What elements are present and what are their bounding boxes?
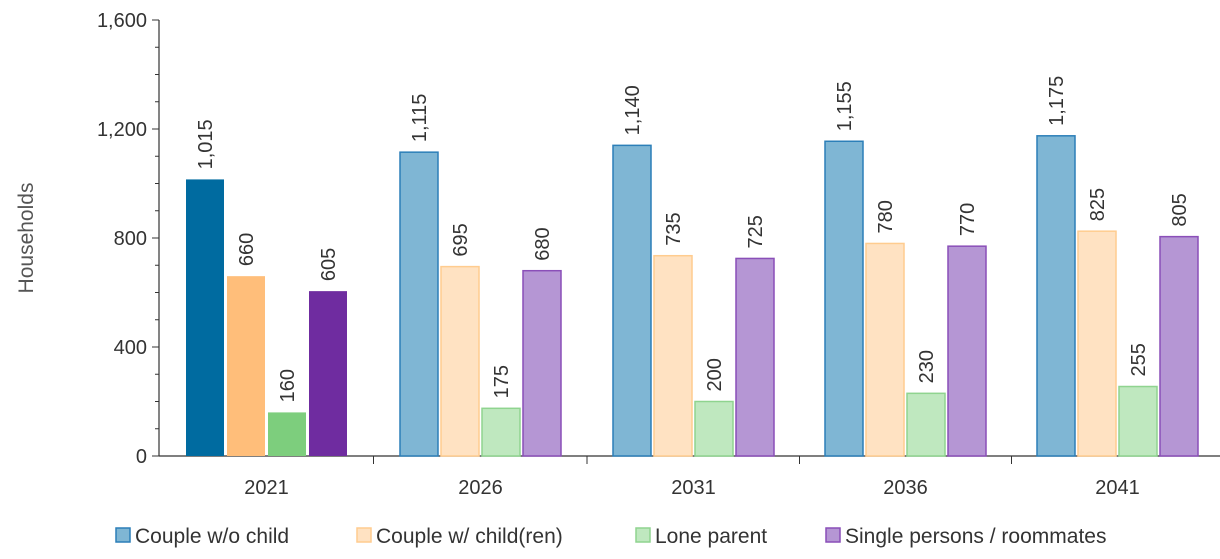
bar	[906, 392, 946, 457]
bar	[186, 179, 224, 456]
bar	[865, 242, 905, 457]
bar	[612, 144, 652, 457]
data-label: 160	[277, 369, 299, 402]
data-labels: 1,015 1,115 1,140 1,155 1,175 660 695 735 780 825…	[195, 76, 1191, 403]
y-tick-label: 400	[114, 337, 147, 359]
y-axis: 0 400 800 1,200 1,600	[97, 10, 160, 468]
bar	[481, 407, 521, 457]
bar	[947, 245, 987, 457]
data-label: 1,175	[1046, 76, 1068, 126]
x-tick-label: 2036	[883, 477, 928, 499]
data-label: 1,015	[195, 119, 217, 169]
data-label: 780	[875, 200, 897, 233]
x-tick-label: 2021	[244, 477, 289, 499]
legend: Couple w/o child Couple w/ child(ren) Lone…	[115, 525, 1106, 548]
data-label: 680	[532, 227, 554, 260]
bar	[824, 140, 864, 457]
data-label: 805	[1169, 193, 1191, 226]
bar	[522, 269, 562, 457]
y-tick-label: 1,600	[97, 10, 147, 32]
bar	[735, 257, 775, 457]
bar	[1036, 135, 1076, 457]
bar	[268, 412, 306, 456]
bar	[653, 254, 693, 457]
bar	[399, 151, 439, 457]
data-label: 660	[236, 233, 258, 266]
legend-swatch	[825, 527, 841, 543]
data-label: 605	[318, 248, 340, 281]
y-axis-title: Households	[15, 183, 38, 294]
bar	[440, 265, 480, 457]
x-tick-label: 2041	[1095, 477, 1140, 499]
data-label: 1,155	[834, 81, 856, 131]
x-axis: 2021 2026 2031 2036 2041	[159, 455, 1220, 499]
y-tick-label: 0	[136, 446, 147, 468]
data-label: 695	[450, 223, 472, 256]
legend-label: Couple w/o child	[135, 525, 289, 548]
bar	[1077, 230, 1117, 457]
bar	[309, 291, 347, 456]
bar	[1159, 235, 1199, 457]
data-label: 725	[745, 215, 767, 248]
x-tick-label: 2026	[458, 477, 503, 499]
data-label: 735	[663, 212, 685, 245]
data-label: 825	[1087, 188, 1109, 221]
legend-swatch	[115, 527, 131, 543]
y-tick-label: 1,200	[97, 119, 147, 141]
data-label: 255	[1128, 343, 1150, 376]
data-label: 770	[957, 203, 979, 236]
bar	[694, 400, 734, 457]
data-label: 1,115	[409, 94, 431, 143]
data-label: 200	[704, 358, 726, 391]
legend-label: Single persons / roommates	[845, 525, 1106, 548]
data-label: 175	[491, 365, 513, 398]
x-tick-label: 2031	[671, 477, 716, 499]
data-label: 1,140	[622, 85, 644, 135]
legend-label: Couple w/ child(ren)	[376, 525, 563, 548]
bar	[1118, 385, 1158, 457]
legend-swatch	[356, 527, 372, 543]
data-label: 230	[916, 350, 938, 383]
bars	[186, 135, 1199, 457]
legend-label: Lone parent	[655, 525, 767, 548]
y-tick-label: 800	[114, 228, 147, 250]
legend-swatch	[635, 527, 651, 543]
bar	[227, 276, 265, 456]
